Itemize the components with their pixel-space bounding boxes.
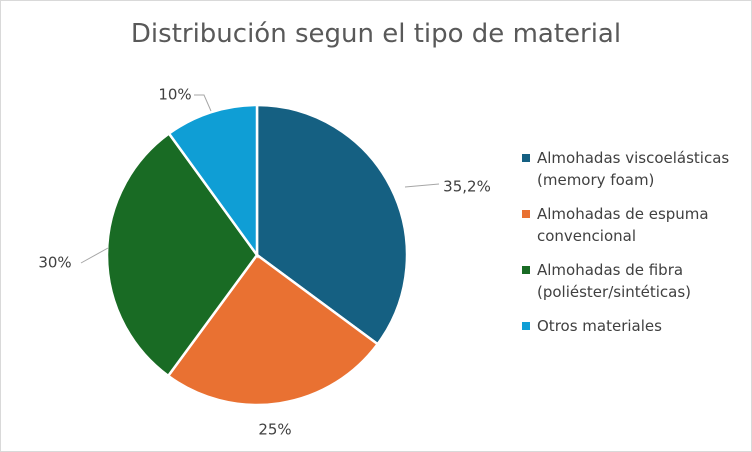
legend-item: Almohadas de espuma convencional [522,203,744,247]
legend-item: Almohadas de fibra (poliéster/sintéticas… [522,259,744,303]
pie-slice [255,103,409,346]
pie-slice [105,131,259,378]
chart-title: Distribución segun el tipo de material [130,19,622,49]
pie-slice [166,253,380,407]
legend-label: Almohadas de fibra (poliéster/sintéticas… [537,261,692,301]
legend: Almohadas viscoelásticas (memory foam) Al… [522,147,744,349]
leader-line [194,94,212,112]
data-label: 30% [38,254,71,272]
legend-label: Almohadas viscoelásticas (memory foam) [537,149,730,189]
legend-swatch [522,154,530,162]
legend-swatch [522,266,530,274]
data-label: 10% [158,86,191,104]
data-label: 35,2% [443,178,491,196]
legend-swatch [522,210,530,218]
legend-swatch [522,322,530,330]
pie-slice [167,103,259,259]
legend-item: Almohadas viscoelásticas (memory foam) [522,147,744,191]
leader-line [80,247,109,264]
data-label: 25% [258,421,291,439]
legend-item: Otros materiales [522,315,744,337]
legend-label: Otros materiales [537,317,662,335]
leader-line [404,183,440,188]
legend-label: Almohadas de espuma convencional [537,205,709,245]
